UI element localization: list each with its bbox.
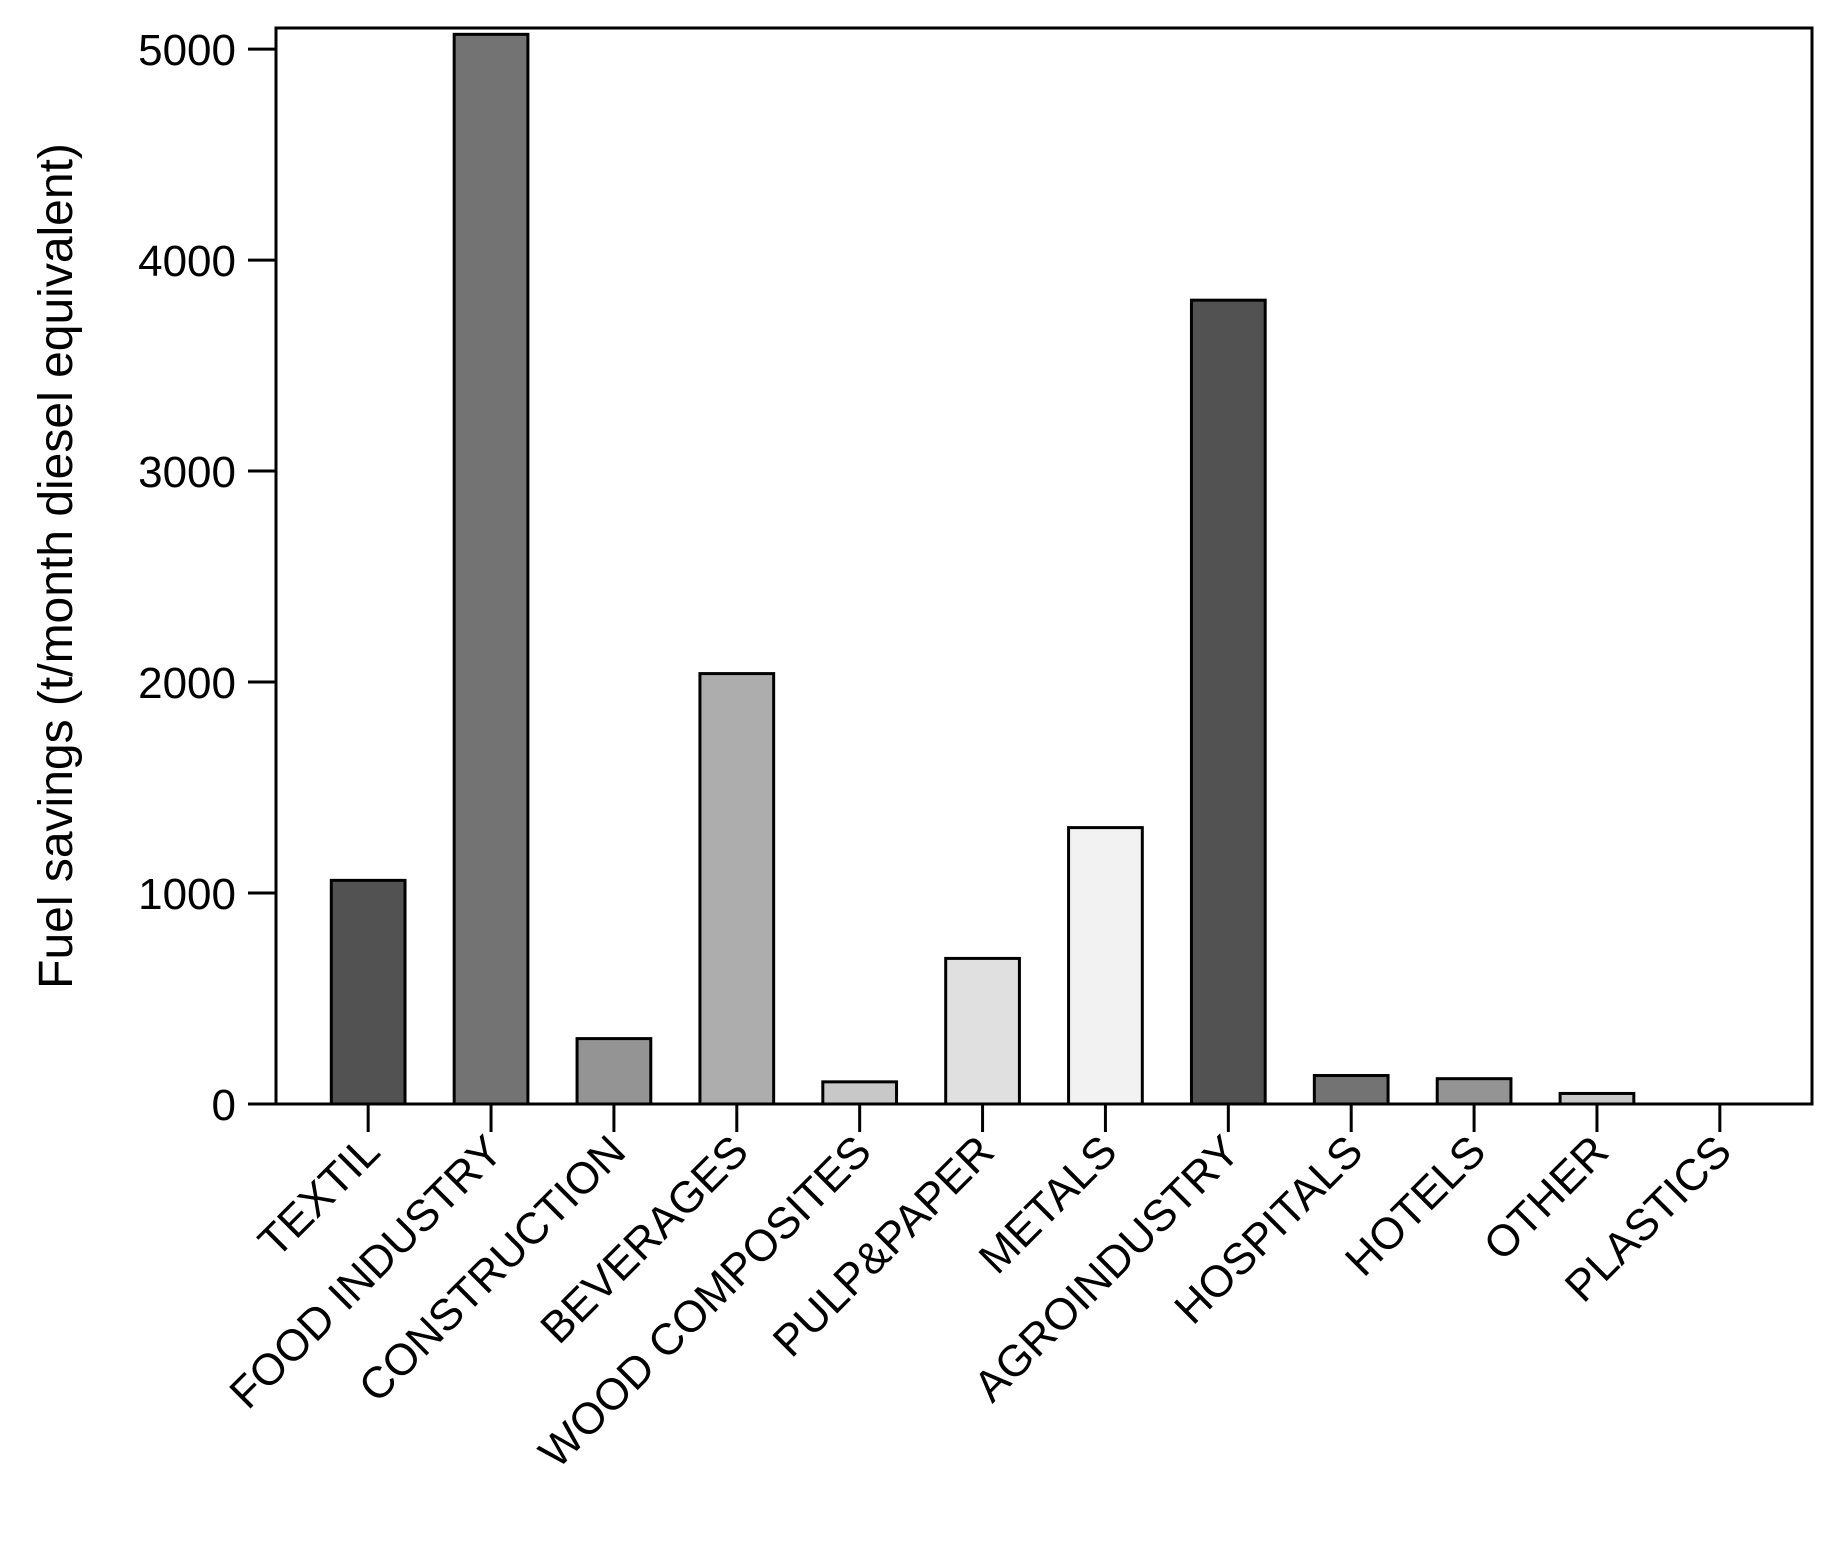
plot-frame	[274, 26, 1814, 1106]
y-tick-label: 3000	[138, 448, 236, 497]
y-axis-title: Fuel savings (t/month diesel equivalent)	[30, 143, 83, 989]
y-tick-label: 5000	[138, 26, 236, 75]
x-tick-label: PULP&PAPER	[764, 1126, 1004, 1366]
bar-food-industry	[452, 32, 530, 1106]
y-tick-label: 0	[212, 1081, 236, 1130]
bar-metals	[1067, 826, 1144, 1106]
bars-layer	[329, 32, 1636, 1106]
bar-other	[1558, 1091, 1636, 1106]
bar-textil	[329, 878, 407, 1106]
bar-hospitals	[1312, 1074, 1390, 1106]
bar-beverages	[698, 672, 776, 1106]
y-tick-label: 1000	[138, 870, 236, 919]
bar-agroindustry	[1189, 298, 1267, 1106]
bar-hotels	[1435, 1077, 1513, 1106]
bar-pulp-paper	[944, 956, 1021, 1106]
bar-construction	[575, 1037, 653, 1106]
bar-wood-composites	[821, 1080, 899, 1106]
y-axis-ticks: 0 1000 2000 3000 4000 5000	[138, 26, 276, 1130]
y-tick-label: 4000	[138, 237, 236, 286]
y-tick-label: 2000	[138, 659, 236, 708]
